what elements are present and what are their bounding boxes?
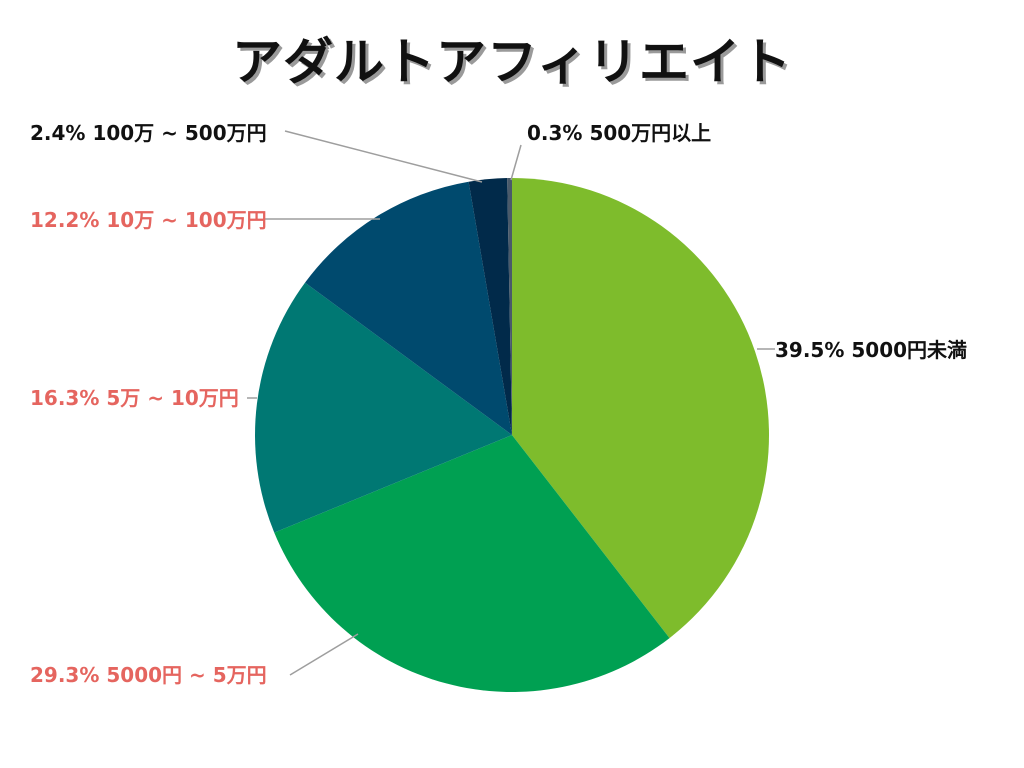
leader-lines <box>247 130 775 676</box>
slice-category-label: 5万 ~ 10万円 <box>106 386 238 410</box>
slice-category-label: 500万円以上 <box>589 121 711 145</box>
slice-category-label: 5000円未満 <box>851 338 967 362</box>
pie-slice <box>305 181 512 435</box>
slice-value-label: 16.3% <box>30 386 106 410</box>
slice-value-label: 39.5% <box>775 338 851 362</box>
leader-line <box>284 130 483 183</box>
slice-label: 12.2% 10万 ~ 100万円 <box>30 208 267 232</box>
slice-category-label: 10万 ~ 100万円 <box>106 208 266 232</box>
slice-category-label: 100万 ~ 500万円 <box>92 121 266 145</box>
chart-title: アダルトアフィリエイト <box>232 33 792 91</box>
slice-category-label: 5000円 ~ 5万円 <box>106 663 266 687</box>
slice-label: 29.3% 5000円 ~ 5万円 <box>30 663 267 687</box>
pie-slice <box>255 282 512 533</box>
pie-slice <box>274 435 670 692</box>
slice-value-label: 0.3% <box>527 121 589 145</box>
pie-slice <box>507 178 512 435</box>
slice-label: 39.5% 5000円未満 <box>775 338 967 362</box>
slice-label: 16.3% 5万 ~ 10万円 <box>30 386 239 410</box>
slice-value-label: 29.3% <box>30 663 106 687</box>
slice-label: 0.3% 500万円以上 <box>527 121 711 145</box>
pie-slice <box>468 178 512 436</box>
pie-slice <box>512 177 770 639</box>
slice-label: 2.4% 100万 ~ 500万円 <box>30 121 267 145</box>
slice-value-label: 2.4% <box>30 121 92 145</box>
slice-value-label: 12.2% <box>30 208 106 232</box>
pie-slices <box>255 177 770 692</box>
slice-labels: 39.5% 5000円未満 29.3% 5000円 ~ 5万円 16.3% 5万 ~… <box>30 121 967 687</box>
leader-line <box>510 144 522 181</box>
leader-line <box>289 633 359 676</box>
